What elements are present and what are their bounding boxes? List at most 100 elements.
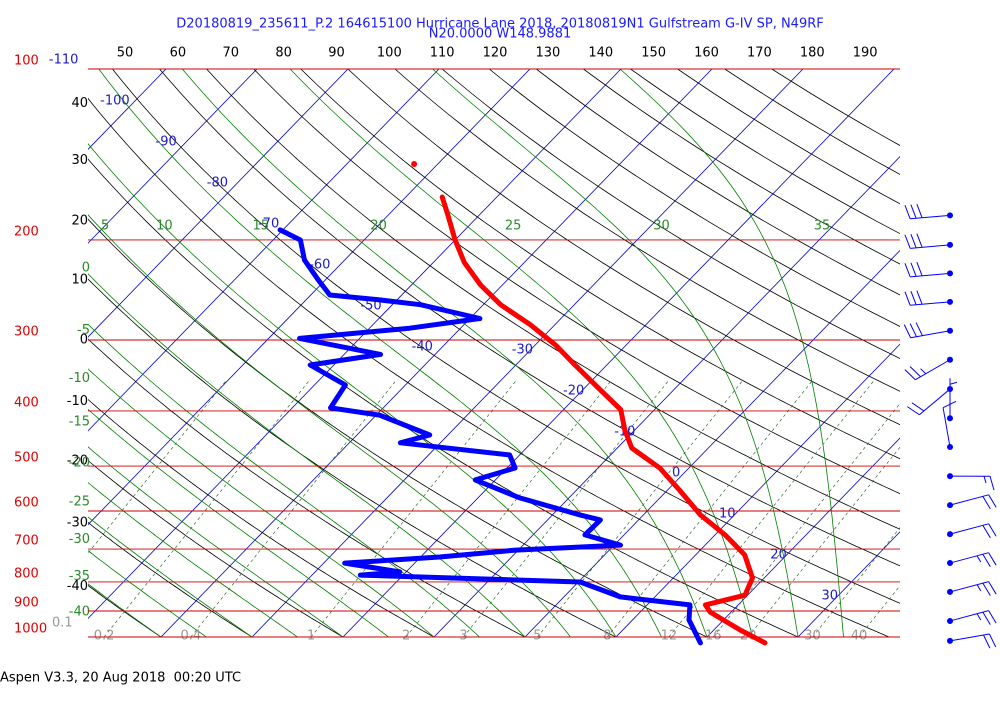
wind-station [947,473,953,479]
isotherm [525,69,1000,637]
y-tick-label: 1000 [14,622,47,637]
wind-barb [950,634,996,648]
wind-station [947,299,953,305]
moist-adiabat [0,69,388,637]
profile-point [411,161,417,167]
wind-barb [905,360,950,380]
top-tick-label: 170 [747,46,772,61]
top-tick-label: 140 [588,46,613,61]
mixing-ratio-line [859,380,1000,637]
isotherm-label: -110 [49,53,79,68]
profile-line [442,197,765,643]
top-tick-label: 100 [377,46,402,61]
top-tick-label: 50 [117,46,134,61]
mixing-ratio-label: 0.1 [52,616,73,631]
dry-adiabat [18,69,798,637]
moist-top-label: 10 [156,219,173,234]
isotherm-label: -90 [156,135,177,150]
y-tick-label: 400 [14,395,39,410]
mixing-ratio-label: 5 [533,629,541,644]
top-tick-label: 150 [641,46,666,61]
wind-station [947,415,953,421]
moist-left-label: -10 [69,371,90,386]
wind-station [947,270,953,276]
mixing-ratio-label: 16 [705,629,722,644]
moist-left-label: -5 [77,323,90,338]
top-tick-label: 110 [430,46,455,61]
y-tick-label: 200 [14,224,39,239]
wind-station [947,502,953,508]
wind-station [947,212,953,218]
mixing-ratio-label: 8 [603,629,611,644]
dry-adiabat [112,69,980,637]
wind-station [947,444,953,450]
isotherm-label: -100 [100,94,130,109]
moist-left-label: -35 [69,569,90,584]
isotherm-label: -20 [563,384,584,399]
mixing-ratio-line [748,380,954,637]
isotherm [707,69,1000,637]
left-tick-label: 20 [71,213,88,228]
moist-top-label: 20 [370,219,387,234]
mixing-ratio-label: 3 [459,629,467,644]
dry-adiabat [678,69,1000,637]
mixing-ratio-line [406,380,612,637]
top-tick-label: 190 [853,46,878,61]
left-tick-label: -30 [67,516,88,531]
moist-left-label: 0 [82,261,90,276]
isotherm-label: -40 [412,340,433,355]
mixing-ratio-label: 30 [804,629,821,644]
isotherm-label: 0 [672,466,680,481]
top-tick-label: 180 [800,46,825,61]
y-tick-label: 800 [14,566,39,581]
wind-barb [950,611,996,625]
isotherm [0,69,75,637]
moist-top-label: 35 [814,219,831,234]
isotherm [0,69,257,637]
wind-barb [905,262,950,277]
top-tick-label: 120 [483,46,508,61]
isotherm-label: -80 [207,176,228,191]
wind-barb [905,291,950,306]
dry-adiabat [631,69,1000,637]
dry-adiabat [583,69,1000,637]
moist-left-label: -30 [69,532,90,547]
isotherm [616,69,1000,637]
y-tick-label: 900 [14,596,39,611]
moist-left-label: -20 [69,455,90,470]
mixing-ratio-label: 1 [307,629,315,644]
wind-barb [950,524,996,538]
isotherm [798,69,1000,637]
wind-station [947,357,953,363]
dry-adiabat [348,69,1000,637]
wind-barb [950,495,996,509]
dry-adiabat [0,69,707,637]
wind-barb [905,234,950,249]
top-tick-label: 160 [694,46,719,61]
wind-station [947,328,953,334]
moist-left-label: -15 [69,414,90,429]
mixing-ratio-label: 2 [402,629,410,644]
chart-subtitle: N20.0000 W148.9881 [429,27,572,42]
moist-top-label: 25 [505,219,522,234]
moist-top-label: 5 [101,219,109,234]
mixing-ratio-label: 12 [661,629,678,644]
top-tick-label: 60 [170,46,187,61]
moist-adiabat [182,69,707,637]
left-tick-label: 30 [71,153,88,168]
y-tick-label: 600 [14,495,39,510]
y-tick-label: 500 [14,451,39,466]
y-tick-label: 300 [14,325,39,340]
wind-station [947,589,953,595]
moist-top-label: 30 [653,219,670,234]
moist-adiabat [620,69,844,637]
wind-barb [950,476,994,490]
isotherm [161,69,712,637]
mixing-ratio-line [104,380,310,637]
wind-station [947,242,953,248]
dry-adiabat [0,69,252,637]
dry-adiabat [301,69,1000,637]
dry-adiabat [772,69,1000,637]
mixing-ratio-label: 0.4 [180,629,201,644]
